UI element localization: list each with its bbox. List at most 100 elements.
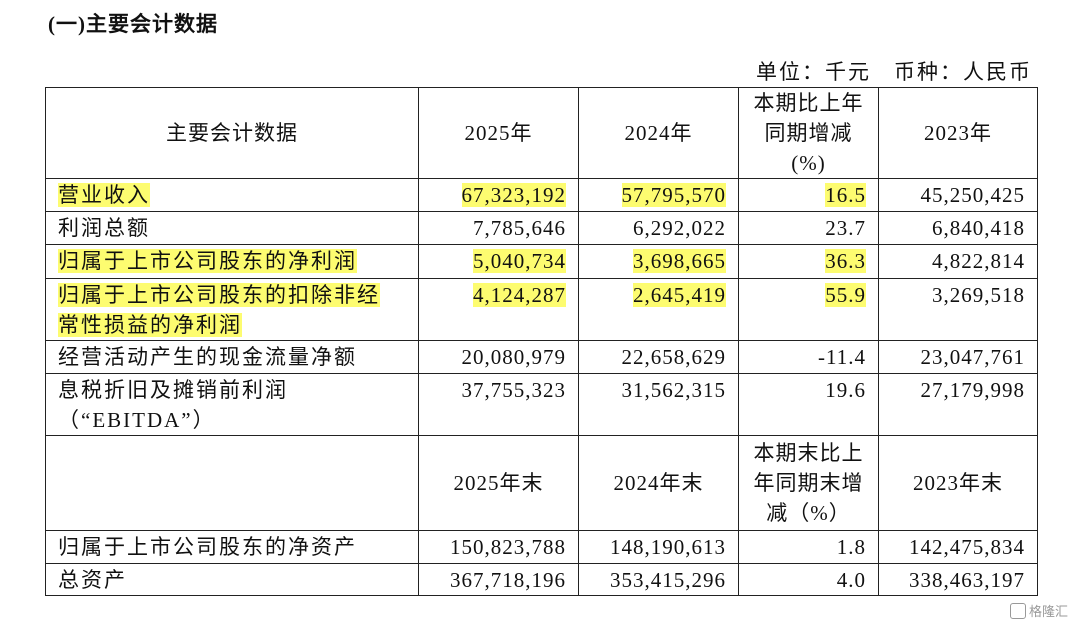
value-cell-text: -11.4: [818, 345, 866, 369]
value-cell-text: 45,250,425: [920, 183, 1025, 207]
header-cell-line: 本期末比上: [751, 438, 866, 468]
value-cell: 23.7: [738, 211, 879, 245]
header-cell-text: 2024年: [624, 121, 693, 145]
table-row: 归属于上市公司股东的净资产 150,823,788 148,190,613 1.8 14…: [45, 530, 1038, 564]
header-cell: 2023年: [878, 87, 1038, 179]
value-cell: 4,822,814: [878, 244, 1038, 279]
value-cell: 20,080,979: [418, 340, 579, 374]
data-table: 主要会计数据 2025年 2024年 本期比上年 同期增减 (%) 2023年营业收入 67,…: [45, 87, 1038, 596]
value-cell: -11.4: [738, 340, 879, 374]
value-cell: 142,475,834: [878, 530, 1038, 564]
header-cell-line: 本期比上年: [751, 89, 866, 119]
unit-note: 单位：千元 币种：人民币: [756, 60, 1032, 84]
value-cell-text: 6,840,418: [932, 216, 1025, 240]
row-label-text: 营业收入: [58, 183, 150, 207]
header-cell: 2024年末: [578, 435, 739, 531]
row-label: 营业收入: [45, 178, 419, 212]
header-cell: 2025年末: [418, 435, 579, 531]
row-label: 归属于上市公司股东的净资产: [45, 530, 419, 564]
header-cell-line: 年同期末增: [751, 468, 866, 498]
value-cell: 16.5: [738, 178, 879, 212]
table-row: 营业收入 67,323,192 57,795,570 16.5 45,250,425: [45, 178, 1038, 212]
value-cell-text: 7,785,646: [473, 216, 566, 240]
header-cell-text: 2025年: [464, 121, 533, 145]
header-cell-text: 主要会计数据: [166, 121, 298, 145]
value-cell-text: 148,190,613: [610, 535, 726, 559]
value-cell: 367,718,196: [418, 563, 579, 596]
value-cell-text: 2,645,419: [633, 283, 726, 307]
value-cell-text: 20,080,979: [461, 345, 566, 369]
value-cell: 1.8: [738, 530, 879, 564]
row-label-text: 常性损益的净利润: [58, 313, 242, 337]
table-row: 总资产 367,718,196 353,415,296 4.0 338,463,197: [45, 563, 1038, 596]
section-title: (一)主要会计数据: [48, 12, 218, 36]
row-label-line: 归属于上市公司股东的扣除非经: [58, 280, 406, 310]
value-cell: 22,658,629: [578, 340, 739, 374]
value-cell-text: 55.9: [825, 283, 866, 307]
row-label: 经营活动产生的现金流量净额: [45, 340, 419, 374]
value-cell: 5,040,734: [418, 244, 579, 279]
value-cell: 2,645,419: [578, 278, 739, 341]
value-cell: 3,698,665: [578, 244, 739, 279]
header-cell: 2024年: [578, 87, 739, 179]
value-cell: 6,840,418: [878, 211, 1038, 245]
value-cell: 4,124,287: [418, 278, 579, 341]
row-label-text: （“EBITDA”）: [58, 408, 216, 432]
value-cell: 67,323,192: [418, 178, 579, 212]
watermark: 格隆汇: [1009, 601, 1068, 620]
value-cell: 6,292,022: [578, 211, 739, 245]
header-cell-line: (%): [751, 148, 866, 178]
value-cell: 353,415,296: [578, 563, 739, 596]
value-cell-text: 353,415,296: [610, 568, 726, 592]
value-cell: 45,250,425: [878, 178, 1038, 212]
value-cell-text: 6,292,022: [633, 216, 726, 240]
value-cell: 55.9: [738, 278, 879, 341]
value-cell-text: 4,822,814: [932, 249, 1025, 273]
header-row: 2025年末 2024年末 本期末比上 年同期末增 减（%） 2023年末: [45, 435, 1038, 531]
empty-cell: [45, 435, 419, 531]
row-label-line: 常性损益的净利润: [58, 310, 406, 340]
value-cell: 31,562,315: [578, 373, 739, 436]
row-label-text: 总资产: [58, 568, 127, 592]
header-cell-text: 2025年末: [453, 471, 544, 495]
value-cell-text: 23,047,761: [920, 345, 1025, 369]
row-label: 利润总额: [45, 211, 419, 245]
value-cell: 7,785,646: [418, 211, 579, 245]
value-cell: 338,463,197: [878, 563, 1038, 596]
value-cell: 4.0: [738, 563, 879, 596]
header-cell-text: (%): [791, 151, 826, 175]
value-cell-text: 27,179,998: [920, 378, 1025, 402]
value-cell-text: 338,463,197: [909, 568, 1025, 592]
row-label-text: 归属于上市公司股东的净资产: [58, 535, 357, 559]
header-cell-text: 本期末比上: [753, 441, 864, 465]
value-cell-text: 142,475,834: [909, 535, 1025, 559]
value-cell-text: 16.5: [825, 183, 866, 207]
value-cell-text: 31,562,315: [621, 378, 726, 402]
header-cell-text: 2024年末: [613, 471, 704, 495]
row-label-text: 利润总额: [58, 216, 150, 240]
header-row: 主要会计数据 2025年 2024年 本期比上年 同期增减 (%) 2023年: [45, 87, 1038, 179]
value-cell-text: 5,040,734: [473, 249, 566, 273]
table-row: 归属于上市公司股东的净利润 5,040,734 3,698,665 36.3 4,822…: [45, 244, 1038, 279]
row-label: 总资产: [45, 563, 419, 596]
watermark-logo: [1009, 603, 1026, 619]
header-cell-line: 同期增减: [751, 118, 866, 148]
value-cell: 57,795,570: [578, 178, 739, 212]
value-cell-text: 22,658,629: [621, 345, 726, 369]
watermark-text: 格隆汇: [1028, 605, 1068, 620]
header-cell: 本期末比上年同期末增 减（%）: [738, 435, 879, 531]
value-cell-text: 19.6: [825, 378, 866, 402]
value-cell: 3,269,518: [878, 278, 1038, 341]
table-row: 息税折旧及摊销前利润 （“EBITDA”） 37,755,323 31,562,315…: [45, 373, 1038, 436]
value-cell: 37,755,323: [418, 373, 579, 436]
value-cell: 19.6: [738, 373, 879, 436]
header-cell-text: 同期增减: [764, 121, 853, 145]
value-cell-text: 37,755,323: [461, 378, 566, 402]
value-cell-text: 1.8: [836, 535, 866, 559]
header-cell-text: 2023年: [924, 121, 992, 145]
table-row: 经营活动产生的现金流量净额 20,080,979 22,658,629 -11.4 23…: [45, 340, 1038, 374]
value-cell-text: 57,795,570: [621, 183, 726, 207]
value-cell-text: 3,269,518: [932, 283, 1025, 307]
header-cell-line: 减（%）: [751, 498, 866, 528]
